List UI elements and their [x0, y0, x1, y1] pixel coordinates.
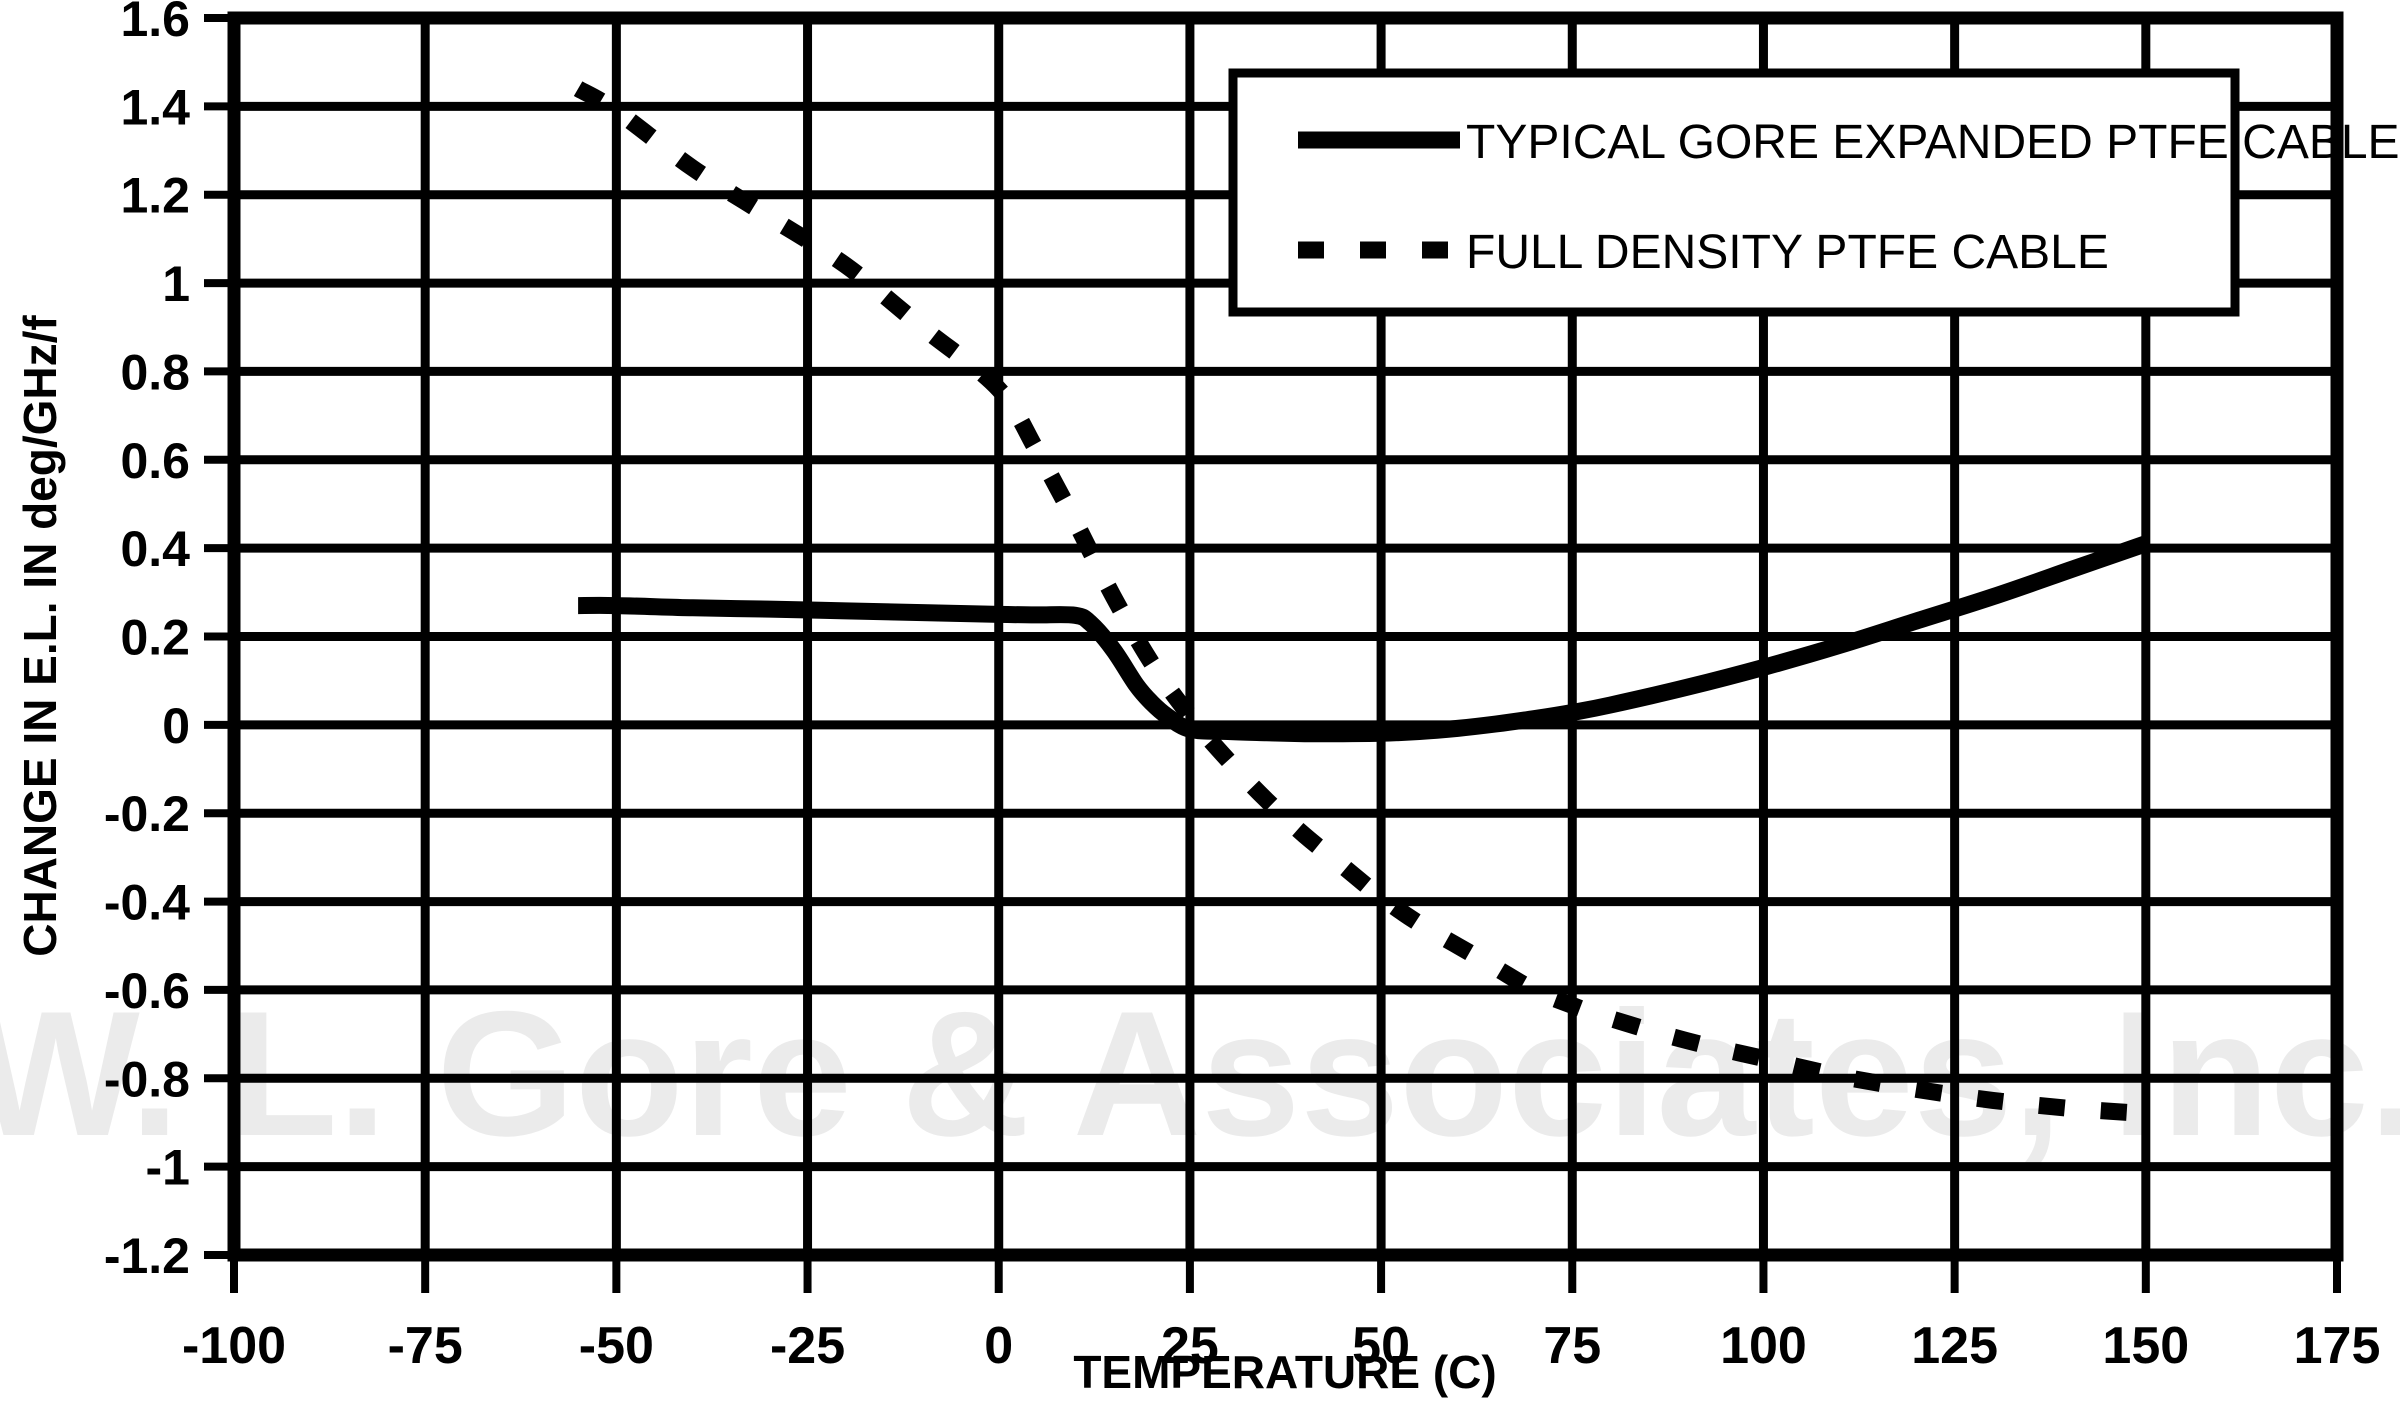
x-tick-label: 50 [1352, 1317, 1410, 1375]
y-tick-label: 1 [162, 256, 190, 312]
y-tick-label: -1.2 [104, 1228, 190, 1284]
legend-label-1: FULL DENSITY PTFE CABLE [1466, 226, 2109, 279]
y-tick-label: 1.2 [120, 168, 190, 224]
y-tick-label: -0.4 [104, 875, 190, 931]
y-tick-label: 0.2 [120, 610, 190, 666]
legend-label-0: TYPICAL GORE EXPANDED PTFE CABLE [1466, 116, 2400, 169]
legend-item-typical-gore-expanded-ptfe-cable[interactable]: TYPICAL GORE EXPANDED PTFE CABLE [1298, 116, 2400, 169]
y-tick-label: -0.2 [104, 786, 190, 842]
watermark-text: W. L. Gore & Associates, Inc. [0, 974, 2400, 1173]
x-tick-label: 0 [984, 1317, 1013, 1375]
x-tick-label: 75 [1543, 1317, 1601, 1375]
x-tick-label: 150 [2102, 1317, 2189, 1375]
y-tick-label: 0.6 [120, 433, 190, 489]
y-tick-label: -0.6 [104, 963, 190, 1019]
x-tick-label: 100 [1720, 1317, 1807, 1375]
x-axis-title: TEMPERATURE (C) [1073, 1346, 1496, 1398]
y-tick-label: 0 [162, 698, 190, 754]
x-tick-label: -25 [770, 1317, 845, 1375]
x-axis-tick-labels: -100 -75 -50 -25 0 25 50 75 100 125 150 175 [182, 1317, 2380, 1375]
y-axis-ticks [204, 14, 234, 1259]
y-tick-label: 1.4 [120, 79, 190, 135]
x-tick-label: 125 [1911, 1317, 1998, 1375]
x-axis-ticks [230, 1255, 2341, 1293]
y-axis-tick-labels: -1.2 -1 -0.8 -0.6 -0.4 -0.2 0 0.2 0.4 0.6 0.8 1 1.2 1… [104, 0, 190, 1284]
y-axis-title: CHANGE IN E.L. IN deg/GHz/f [14, 315, 66, 957]
data-series-group [573, 81, 2149, 1123]
legend[interactable]: TYPICAL GORE EXPANDED PTFE CABLE FULL DE… [1228, 68, 2400, 317]
watermark: W. L. Gore & Associates, Inc. [0, 974, 2400, 1173]
legend-item-full-density-ptfe-cable[interactable]: FULL DENSITY PTFE CABLE [1298, 226, 2109, 279]
y-tick-label: -1 [146, 1140, 190, 1196]
x-tick-label: -75 [388, 1317, 463, 1375]
y-tick-label: 0.8 [120, 344, 190, 400]
x-tick-label: -100 [182, 1317, 286, 1375]
x-tick-label: -50 [579, 1317, 654, 1375]
series-line-full-density [573, 81, 2147, 1123]
series-line-typical-gore [578, 535, 2149, 743]
x-tick-label: 25 [1161, 1317, 1219, 1375]
x-tick-label: 175 [2294, 1317, 2381, 1375]
y-tick-label: -0.8 [104, 1051, 190, 1107]
legend-box [1228, 68, 2240, 317]
y-tick-label: 0.4 [120, 521, 190, 577]
y-tick-label: 1.6 [120, 0, 190, 47]
